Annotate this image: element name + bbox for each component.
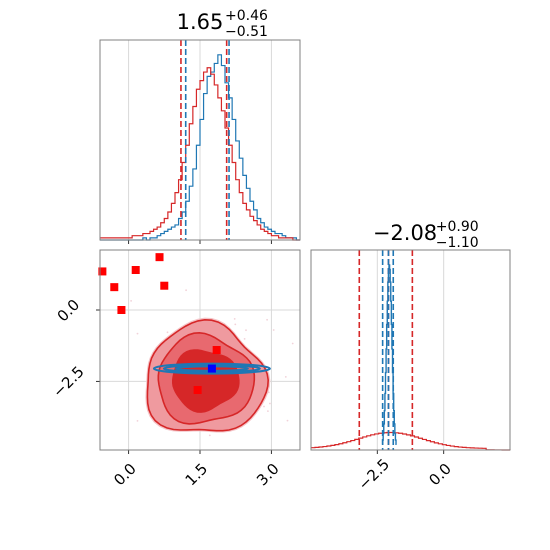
- sample-point: [234, 323, 237, 326]
- blue-square-marker: [207, 364, 216, 373]
- sample-point: [243, 338, 246, 340]
- title-value: 1.65: [177, 10, 224, 34]
- sample-point: [136, 332, 139, 335]
- sample-point: [233, 318, 236, 320]
- sample-point: [272, 329, 275, 331]
- axes-frame: [310, 249, 511, 451]
- sample-point: [284, 376, 287, 378]
- title-value: −2.08: [373, 221, 437, 245]
- red-square-marker: [98, 267, 107, 276]
- sample-point: [263, 405, 265, 408]
- sample-point: [266, 318, 268, 321]
- sample-point: [291, 342, 294, 345]
- red-square-marker: [131, 266, 140, 274]
- sample-point: [136, 420, 139, 422]
- red-square-marker: [160, 281, 169, 290]
- sample-point: [130, 300, 133, 302]
- y-tick-label: −2.5: [49, 363, 87, 401]
- sample-point: [267, 410, 269, 412]
- joint-contour-panel: 0.0 1.5 3.0 0.0 −2.5: [49, 249, 301, 490]
- title-lower-error: −0.51: [225, 24, 268, 40]
- sample-point: [208, 434, 211, 437]
- blue-contour-1: [152, 362, 271, 375]
- sample-point: [245, 329, 247, 332]
- axes-frame: [99, 39, 301, 241]
- panel-title: −2.08: [373, 221, 437, 245]
- x-tick-label: 1.5: [182, 460, 212, 490]
- axes-frame: [99, 249, 301, 451]
- sample-point: [269, 402, 271, 405]
- sample-point: [286, 419, 289, 422]
- histogram-blue: [381, 264, 397, 446]
- red-square-marker: [212, 346, 221, 354]
- x-tick-label: 3.0: [253, 460, 283, 490]
- sample-point: [185, 289, 188, 292]
- x-tick-label: −2.5: [355, 455, 393, 493]
- x-tick-label: 0.0: [110, 460, 140, 490]
- histogram-red: [311, 431, 511, 451]
- title-upper-error: +0.46: [225, 8, 268, 24]
- panel-title: 1.65: [177, 10, 224, 34]
- marginal-histogram-y: −2.5 0.0 −2.08+0.90−1.10: [310, 219, 511, 494]
- marginal-histogram-x: 1.65 +0.46−0.51: [99, 8, 301, 244]
- red-square-marker: [110, 283, 119, 292]
- red-square-marker: [193, 386, 202, 394]
- sample-point: [166, 331, 169, 334]
- title-upper-error: +0.90: [436, 219, 479, 235]
- red-square-marker: [155, 253, 164, 262]
- y-tick-label: 0.0: [54, 296, 84, 326]
- red-square-marker: [117, 306, 126, 314]
- x-tick-label: 0.0: [425, 460, 455, 490]
- title-lower-error: −1.10: [436, 235, 479, 251]
- histogram-red: [100, 67, 300, 241]
